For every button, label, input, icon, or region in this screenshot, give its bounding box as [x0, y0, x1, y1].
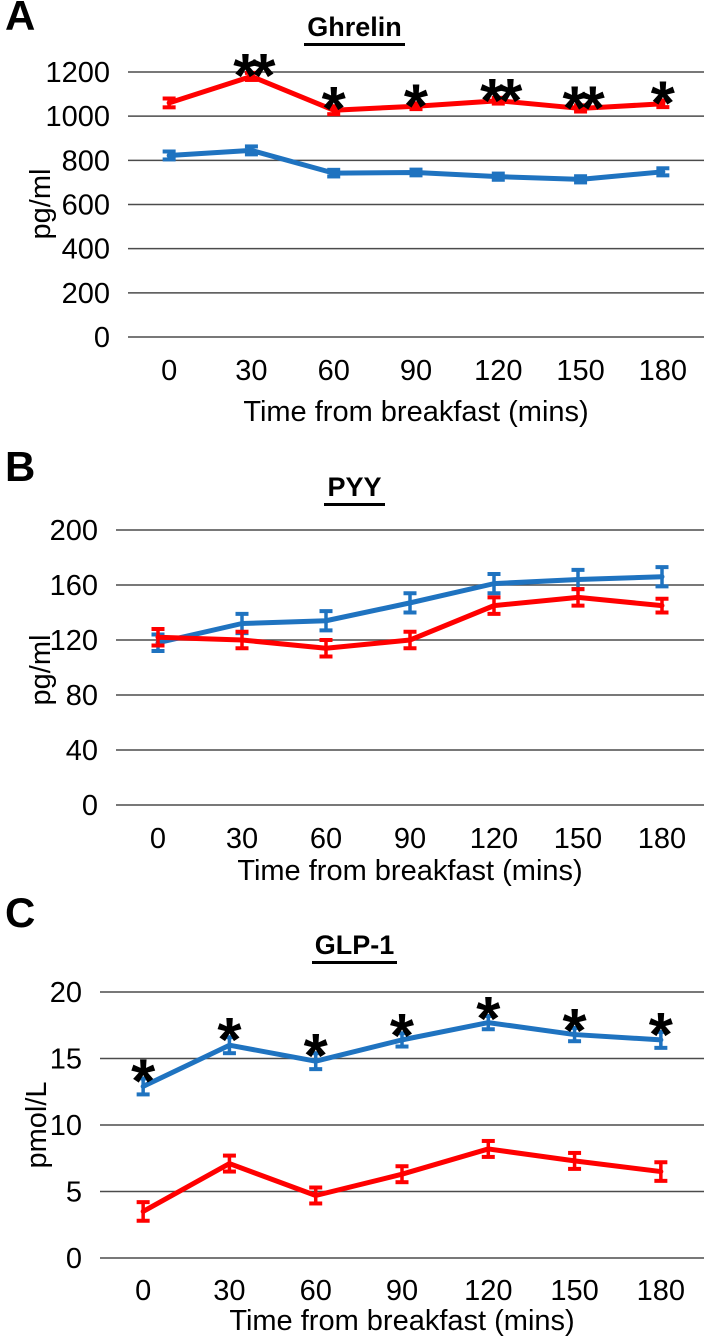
x-axis-title: Time from breakfast (mins) [237, 855, 582, 887]
x-tick-label: 90 [386, 1275, 418, 1307]
series-line-blue [155, 574, 665, 646]
x-tick-label: 150 [550, 1275, 598, 1307]
x-tick-label: 120 [474, 355, 522, 387]
y-tick-label: 1000 [45, 101, 110, 133]
x-tick-label: 90 [400, 355, 432, 387]
panel-b: B PYY pg/ml Time from breakfast (mins) 0… [0, 430, 709, 890]
panel-a: A Ghrelin pg/ml Time from breakfast (min… [0, 0, 709, 430]
x-tick-label: 120 [470, 823, 518, 855]
chart-title-glp1: GLP-1 [0, 930, 709, 964]
chart-title-ghrelin: Ghrelin [0, 12, 709, 46]
panel-letter-a: A [5, 0, 36, 39]
significance-marker: * [476, 985, 501, 1054]
significance-marker: * [404, 72, 429, 141]
x-tick-label: 0 [150, 823, 166, 855]
y-tick-label: 160 [50, 570, 98, 602]
chart-title-text: PYY [324, 472, 385, 506]
x-tick-label: 60 [310, 823, 342, 855]
significance-marker: * [563, 997, 588, 1066]
x-tick-label: 60 [318, 355, 350, 387]
panel-letter-c: C [5, 889, 36, 936]
y-tick-label: 10 [50, 1110, 82, 1142]
chart-title-pyy: PYY [0, 472, 709, 506]
panel-c: C GLP-1 pmol/L Time from breakfast (mins… [0, 890, 709, 1341]
x-tick-label: 120 [464, 1275, 512, 1307]
y-tick-label: 0 [82, 790, 98, 822]
significance-marker: * [304, 1022, 329, 1091]
significance-marker: * [217, 1006, 242, 1075]
glp1-chart: pmol/L Time from breakfast (mins) 0 5 10 15… [21, 977, 704, 1337]
chart-title-text: GLP-1 [311, 930, 398, 964]
significance-marker: * [651, 69, 676, 138]
x-tick-label: 30 [235, 355, 267, 387]
significance-marker: * [322, 75, 347, 144]
series-red [136, 1138, 668, 1223]
y-axis-title: pmol/L [21, 1081, 53, 1168]
significance-marker: * [649, 1001, 674, 1070]
x-tick-label: 180 [639, 355, 687, 387]
y-tick-label: 200 [50, 515, 98, 547]
chart-title-text: Ghrelin [304, 12, 405, 46]
plot-area: 0 40 80 120 160 200 0 30 60 90 120 150 180 [50, 515, 704, 855]
x-tick-label: 150 [556, 355, 604, 387]
series-red [162, 70, 670, 117]
x-axis-title: Time from breakfast (mins) [243, 396, 588, 428]
plot-area: 0 5 10 15 20 0 30 60 90 120 150 180 * * * * * * * [50, 977, 704, 1307]
y-tick-label: 200 [62, 278, 110, 310]
y-tick-label: 120 [50, 625, 98, 657]
y-tick-label: 20 [50, 977, 82, 1009]
x-tick-label: 180 [637, 1275, 685, 1307]
y-tick-label: 80 [66, 680, 98, 712]
y-tick-label: 400 [62, 234, 110, 266]
series-line-red [140, 1146, 664, 1214]
x-tick-label: 90 [394, 823, 426, 855]
series-line-red [155, 594, 665, 651]
y-tick-label: 0 [66, 1243, 82, 1275]
pyy-chart: pg/ml Time from breakfast (mins) 0 40 80 12… [25, 515, 704, 887]
x-axis-title: Time from breakfast (mins) [229, 1305, 574, 1337]
y-axis-title: pg/ml [25, 635, 57, 706]
series-blue [162, 144, 670, 185]
y-tick-label: 600 [62, 190, 110, 222]
y-axis-title: pg/ml [25, 169, 57, 240]
series-line-blue [140, 1020, 664, 1089]
x-tick-label: 30 [226, 823, 258, 855]
x-tick-label: 180 [638, 823, 686, 855]
x-tick-label: 60 [300, 1275, 332, 1307]
series-line-red [166, 73, 666, 113]
panel-letter-b: B [5, 443, 36, 490]
significance-marker: * [390, 1002, 415, 1071]
y-tick-label: 1200 [45, 57, 110, 89]
series-red [151, 587, 669, 659]
significance-marker: * [131, 1047, 156, 1116]
significance-marker: ** [233, 42, 276, 111]
x-tick-label: 30 [213, 1275, 245, 1307]
x-tick-label: 0 [135, 1275, 151, 1307]
series-line-blue [166, 147, 666, 182]
y-tick-label: 800 [62, 145, 110, 177]
y-tick-label: 5 [66, 1177, 82, 1209]
x-tick-label: 150 [554, 823, 602, 855]
y-tick-label: 40 [66, 735, 98, 767]
y-tick-label: 15 [50, 1044, 82, 1076]
x-tick-label: 0 [161, 355, 177, 387]
series-blue [136, 1013, 668, 1097]
y-tick-label: 0 [94, 322, 110, 354]
ghrelin-chart: pg/ml Time from breakfast (mins) 0 200 400… [25, 42, 704, 428]
